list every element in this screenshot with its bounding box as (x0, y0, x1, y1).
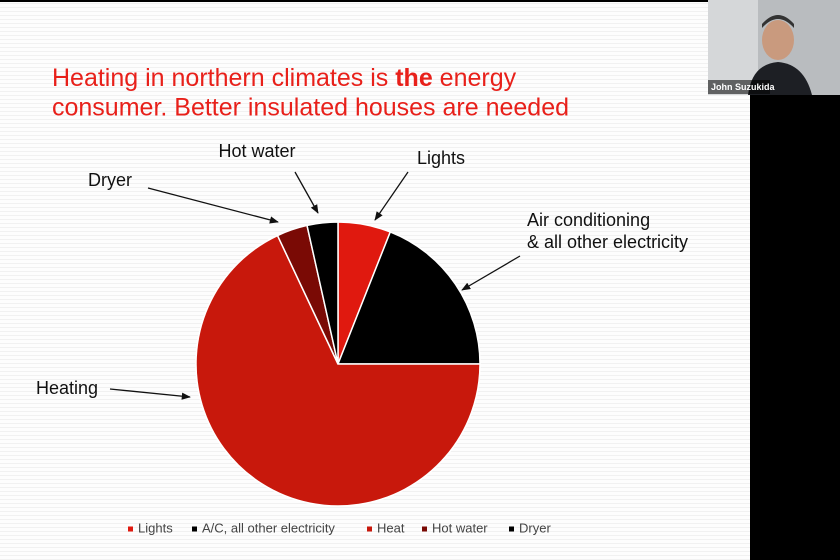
legend-marker (422, 526, 427, 532)
arrow (109, 388, 191, 400)
annotation: & all other electricity (527, 232, 688, 252)
face (762, 20, 794, 60)
legend-label: A/C, all other electricity (202, 520, 335, 535)
annotation: Lights (417, 148, 465, 168)
pie-slice (195, 234, 481, 507)
legend-label: Dryer (519, 520, 551, 535)
title-part: Heating in northern climates is (52, 64, 395, 92)
legend-marker (128, 526, 133, 532)
pie-slice (306, 221, 339, 365)
pie-slice (336, 230, 481, 365)
arrow (147, 187, 279, 224)
legend-label: Hot water (432, 520, 488, 535)
arrow (374, 171, 409, 221)
name-tag (708, 80, 770, 94)
webcam[interactable]: John Suzukida (708, 0, 840, 95)
annotation: Dryer (88, 170, 132, 190)
pie (195, 221, 481, 507)
arrow (461, 255, 521, 291)
annotation: Air conditioning (527, 210, 650, 230)
title-emphasis: the (395, 64, 433, 92)
hair (762, 15, 794, 28)
arrow (294, 171, 319, 214)
annotations: Lights Air conditioning & all other elec… (36, 141, 688, 400)
annotation: Heating (36, 378, 98, 398)
annotation: Hot water (218, 141, 295, 161)
legend-marker (509, 526, 514, 532)
wall (708, 0, 758, 95)
title-line-1: Heating in northern climates is the ener… (52, 64, 517, 92)
legend-label: Lights (138, 520, 173, 535)
participant-name: John Suzukida (711, 82, 776, 92)
legend-marker (367, 526, 372, 532)
legend-marker (192, 526, 197, 532)
legend-label: Heat (377, 520, 405, 535)
legend: Lights A/C, all other electricity Heat Hot … (128, 520, 551, 535)
title-part: energy (433, 64, 517, 92)
title-line-2: consumer. Better insulated houses are ne… (52, 94, 569, 122)
